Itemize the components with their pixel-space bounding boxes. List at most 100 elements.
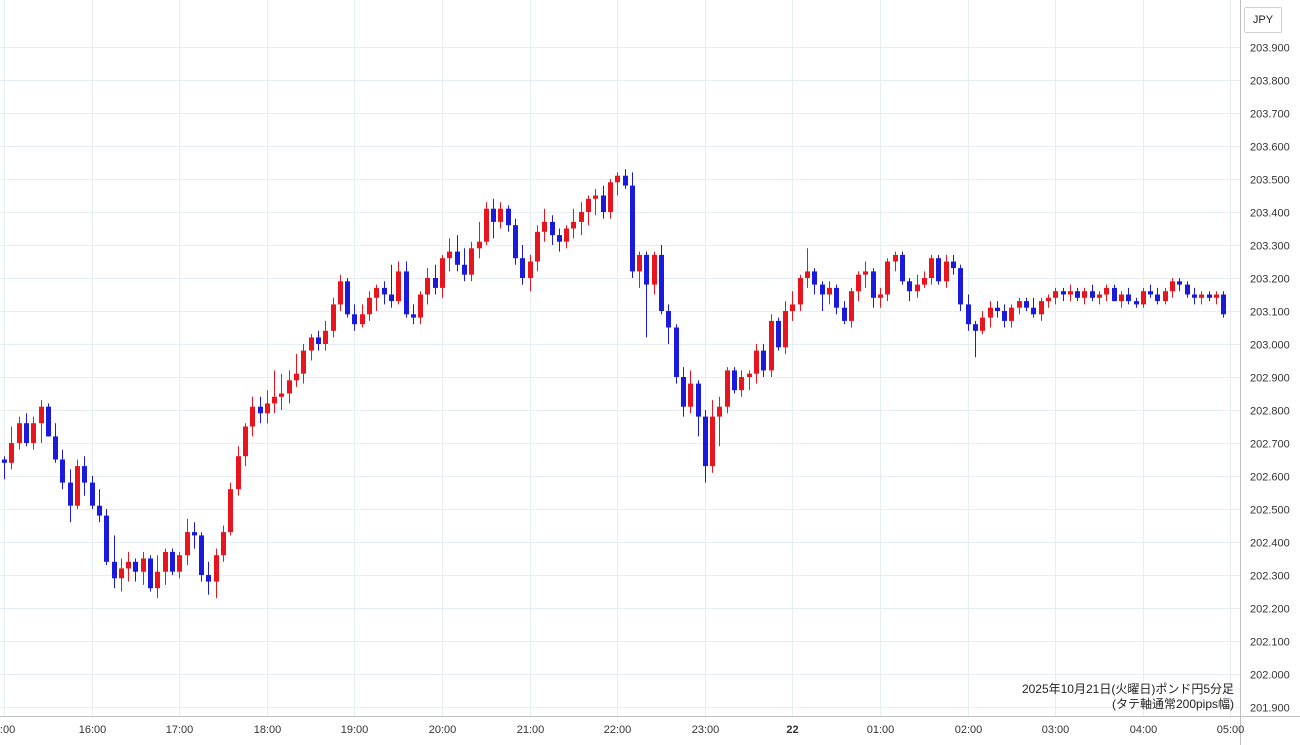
candle-body <box>447 251 452 259</box>
candle-body <box>915 284 920 292</box>
candle-body <box>1221 294 1226 315</box>
candle-body <box>579 212 584 222</box>
candle <box>455 235 460 272</box>
candle <box>68 469 73 523</box>
candle-body <box>338 281 343 305</box>
candle <box>747 370 752 391</box>
candle-body <box>126 561 131 569</box>
price-tick-label: 202.900 <box>1250 373 1290 385</box>
candle-body <box>958 268 963 305</box>
candle <box>1199 291 1204 305</box>
candle-body <box>674 327 679 377</box>
candle-body <box>367 297 372 315</box>
candle-body <box>542 221 547 232</box>
price-tick-label: 202.800 <box>1250 406 1290 418</box>
candle <box>1134 297 1139 308</box>
candle-body <box>783 311 788 348</box>
candle-body <box>236 456 241 490</box>
candle <box>586 195 591 226</box>
candle-body <box>900 254 905 282</box>
candle <box>966 294 971 331</box>
candle-body <box>623 175 628 186</box>
candle <box>1031 297 1036 318</box>
candle <box>973 320 978 358</box>
currency-button[interactable]: JPY <box>1244 7 1282 33</box>
candle-body <box>907 281 912 292</box>
candle <box>520 245 525 285</box>
candle-body <box>703 416 708 467</box>
price-tick-label: 202.500 <box>1250 505 1290 517</box>
candle-body <box>878 294 883 298</box>
candle-body <box>1082 291 1087 298</box>
candle-body <box>294 373 299 381</box>
candle-body <box>601 195 606 212</box>
candle <box>681 367 686 417</box>
candle <box>528 254 533 292</box>
candle-body <box>1112 287 1117 302</box>
candle-body <box>550 221 555 236</box>
candle-body <box>805 271 810 278</box>
candle-body <box>1141 291 1146 305</box>
candle <box>97 489 102 523</box>
price-tick-label: 202.600 <box>1250 472 1290 484</box>
candle-body <box>155 571 160 589</box>
candle <box>272 370 277 414</box>
candle-body <box>141 558 146 572</box>
time-tick-label: 19:00 <box>341 724 369 736</box>
candle <box>323 320 328 351</box>
candle-body <box>798 278 803 305</box>
candle <box>1119 291 1124 308</box>
candle-body <box>820 284 825 295</box>
candle <box>1002 304 1007 328</box>
candle <box>1017 297 1022 315</box>
candle-body <box>90 482 95 506</box>
candle <box>185 518 190 566</box>
candle-body <box>170 551 175 572</box>
candle-body <box>1053 291 1058 298</box>
candle-body <box>133 561 138 572</box>
candle <box>316 330 321 351</box>
candle-body <box>571 221 576 229</box>
time-tick-label: 5:00 <box>0 724 15 736</box>
price-tick-label: 202.700 <box>1250 439 1290 451</box>
candle <box>243 423 248 467</box>
candle <box>571 208 576 239</box>
candle <box>856 271 861 302</box>
candle <box>834 284 839 315</box>
candle-body <box>513 225 518 259</box>
candle <box>1090 284 1095 302</box>
candle <box>623 169 628 189</box>
candle <box>550 215 555 245</box>
candle-body <box>506 208 511 226</box>
candle <box>192 522 197 549</box>
time-tick-label: 22 <box>786 724 798 736</box>
time-tick-label: 20:00 <box>429 724 457 736</box>
candle-body <box>1134 301 1139 305</box>
candle-body <box>1199 294 1204 298</box>
candle-body <box>528 261 533 278</box>
price-axis-labels: 203.900 203.800 203.700 203.600 203.500 203.4… <box>1250 43 1290 715</box>
candle-body <box>951 261 956 269</box>
candle-body <box>630 185 635 272</box>
candles <box>2 169 1226 599</box>
time-tick-label: 23:00 <box>692 724 720 736</box>
candle-body <box>1017 301 1022 308</box>
candle <box>433 264 438 295</box>
candle <box>827 281 832 305</box>
candle-body <box>192 532 197 536</box>
candle <box>396 261 401 305</box>
candle <box>732 367 737 394</box>
candle-body <box>1024 301 1029 308</box>
candle-body <box>491 208 496 222</box>
candle <box>360 304 365 328</box>
candle-body <box>221 532 226 556</box>
candle <box>411 304 416 325</box>
candle-body <box>374 287 379 298</box>
candle-body <box>9 443 14 463</box>
candle <box>236 446 241 496</box>
candle <box>338 274 343 311</box>
candle <box>535 225 540 272</box>
candle-body <box>462 264 467 275</box>
candle-body <box>352 314 357 325</box>
